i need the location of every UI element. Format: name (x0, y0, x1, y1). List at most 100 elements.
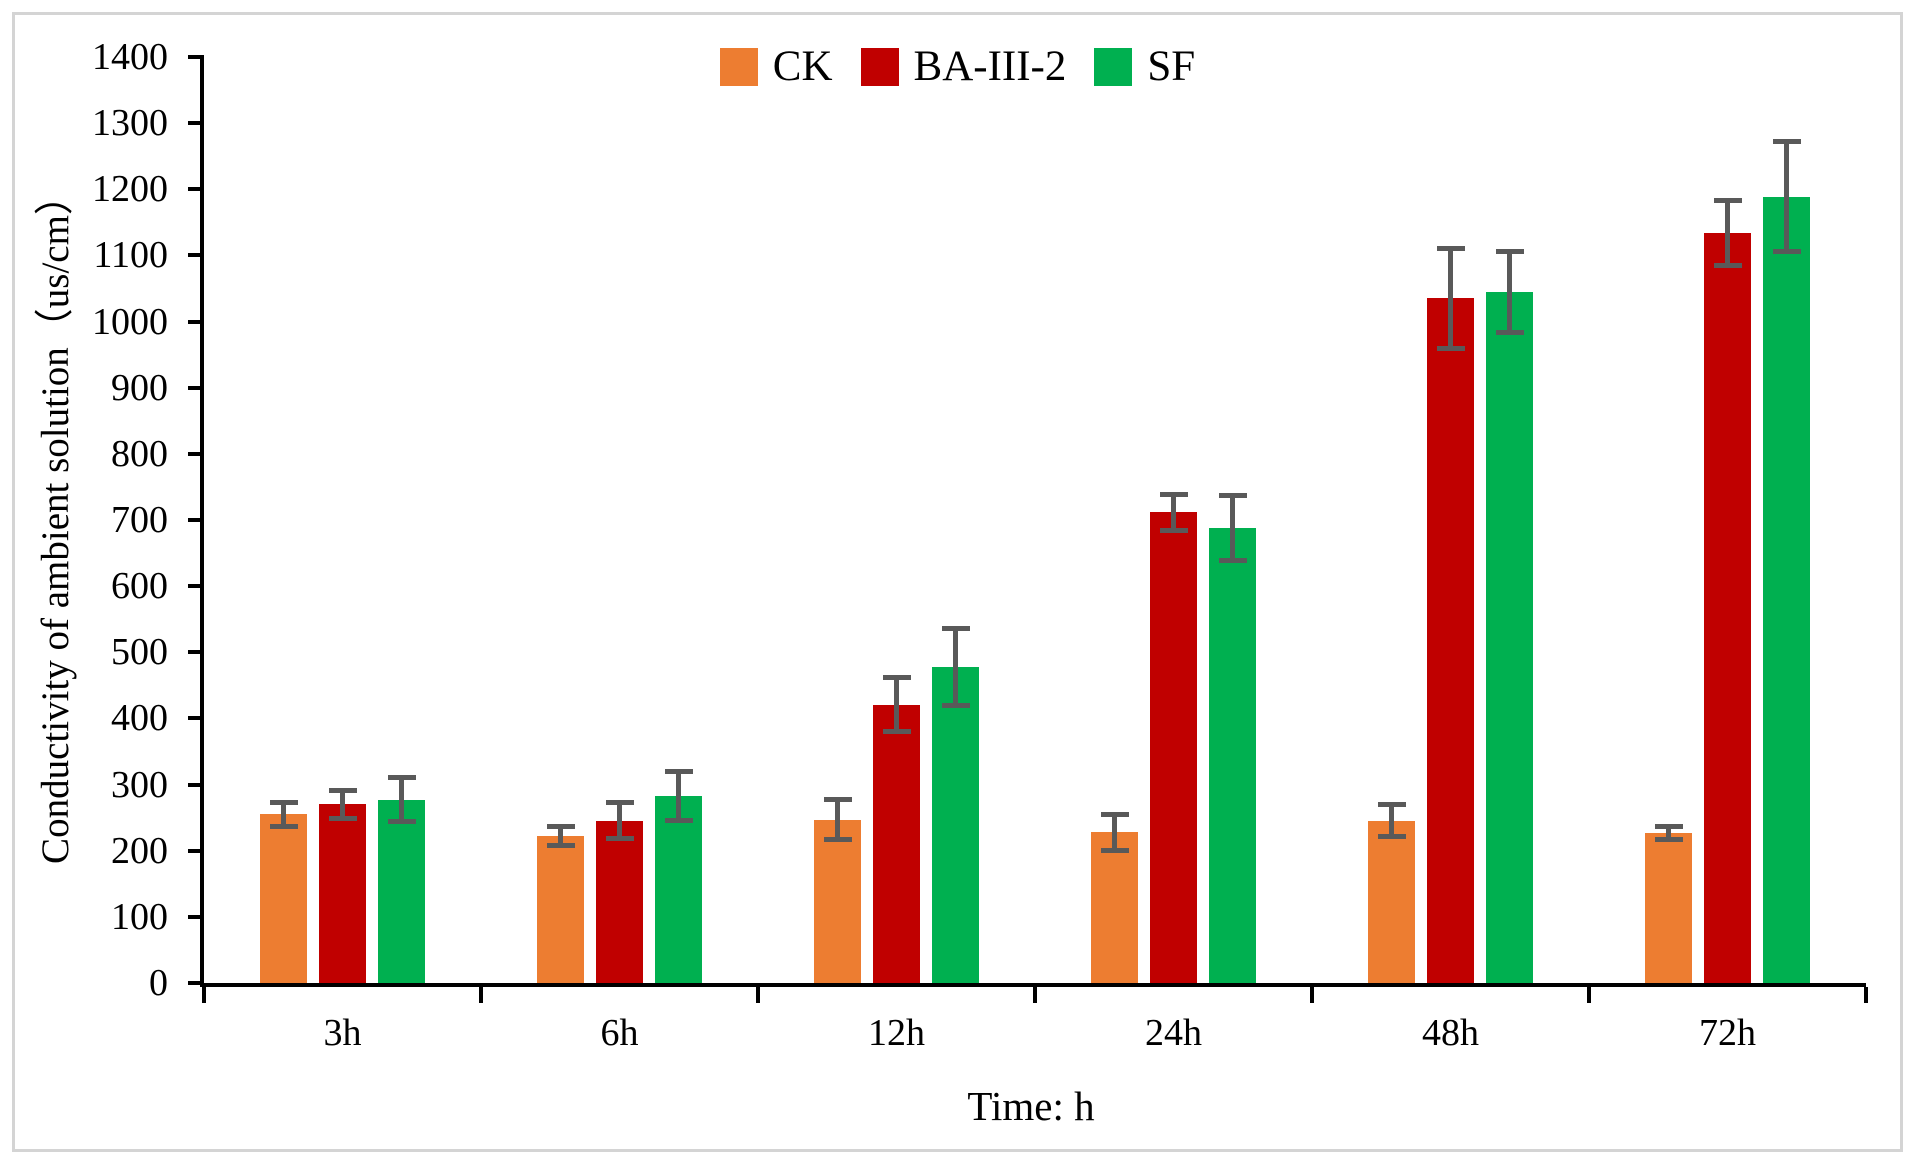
bar-sf-3h (378, 799, 425, 983)
error-bar-cap-top (1100, 811, 1129, 817)
bar-ck-3h (260, 814, 307, 983)
legend-swatch-ck (719, 48, 758, 86)
error-bar-cap-top (1218, 492, 1247, 498)
bar-sf-6h (655, 795, 702, 983)
error-bar-cap-top (1495, 249, 1524, 255)
error-bar-cap-bottom (546, 843, 575, 849)
error-bar-line (1230, 492, 1235, 563)
y-tick-label: 600 (111, 565, 168, 608)
bar-ck-6h (537, 836, 584, 983)
error-bar (387, 775, 416, 825)
error-bar-line (1784, 139, 1789, 255)
bar-ck-72h (1645, 832, 1692, 983)
x-tick-label: 24h (1145, 1012, 1202, 1054)
error-bar (1436, 246, 1465, 351)
error-bar-line (1389, 802, 1394, 840)
error-bar-cap-top (1436, 246, 1465, 252)
error-bar (1772, 139, 1801, 255)
y-tick (188, 121, 204, 126)
bar-ck-24h (1091, 832, 1138, 983)
y-tick (188, 55, 204, 59)
error-bar (1218, 492, 1247, 563)
error-bar (1100, 811, 1129, 853)
y-tick-label: 1000 (92, 300, 168, 343)
error-bar (605, 800, 634, 842)
bar-sf-72h (1763, 196, 1810, 983)
error-bar (1654, 823, 1683, 843)
y-tick-label: 1400 (92, 36, 168, 78)
y-tick-label: 400 (111, 697, 168, 740)
error-bar-cap-top (1713, 197, 1742, 203)
error-bar-line (1507, 249, 1512, 336)
error-bar-line (894, 674, 899, 735)
y-tick (188, 385, 204, 390)
legend-label: BA-III-2 (913, 43, 1067, 90)
x-tick (1310, 987, 1314, 1003)
y-tick-label: 900 (111, 366, 168, 409)
bar-ba-iii-2-72h (1704, 232, 1751, 983)
error-bar-cap-top (546, 824, 575, 830)
error-bar (1159, 491, 1188, 533)
y-tick (188, 848, 204, 853)
error-bar-cap-bottom (941, 702, 970, 708)
error-bar-cap-top (1654, 823, 1683, 829)
legend-item-ck: CK (719, 43, 833, 90)
error-bar-cap-top (387, 775, 416, 781)
error-bar-line (558, 824, 563, 849)
error-bar-cap-top (1159, 491, 1188, 497)
y-tick-label: 300 (111, 763, 168, 806)
error-bar-cap-top (269, 799, 298, 805)
y-tick (188, 981, 204, 985)
error-bar-cap-bottom (1713, 263, 1742, 268)
error-bar-line (340, 787, 345, 821)
bar-sf-48h (1486, 292, 1533, 983)
error-bar-cap-bottom (1654, 837, 1683, 843)
x-axis-title: Time: h (967, 1083, 1095, 1129)
error-bar-cap-top (882, 674, 911, 680)
legend-label: CK (772, 43, 833, 90)
legend-swatch-ba-iii-2 (860, 48, 899, 86)
error-bar-line (1112, 811, 1117, 853)
error-bar-cap-bottom (605, 836, 634, 842)
error-bar-cap-bottom (1495, 330, 1524, 336)
x-tick-label: 12h (868, 1012, 925, 1054)
y-tick-label: 800 (111, 432, 168, 475)
error-bar-cap-bottom (387, 819, 416, 825)
error-bar-cap-bottom (1377, 834, 1406, 840)
error-bar-cap-top (1772, 139, 1801, 145)
y-tick (188, 782, 204, 787)
y-tick (188, 253, 204, 258)
error-bar (269, 799, 298, 829)
y-tick-label: 500 (111, 631, 168, 674)
error-bar-cap-bottom (1100, 847, 1129, 853)
error-bar-cap-bottom (823, 837, 852, 843)
y-tick (188, 319, 204, 324)
x-tick-label: 3h (323, 1012, 362, 1054)
y-tick (188, 187, 204, 192)
x-tick-label: 6h (600, 1012, 639, 1054)
error-bar-line (1448, 246, 1453, 351)
error-bar-line (281, 799, 286, 829)
error-bar-cap-bottom (664, 817, 693, 823)
error-bar (823, 797, 852, 843)
error-bar-cap-bottom (1772, 249, 1801, 255)
bar-ba-iii-2-48h (1427, 298, 1474, 983)
bar-ba-iii-2-3h (319, 804, 366, 983)
bar-ck-48h (1368, 820, 1415, 983)
error-bar-cap-bottom (1218, 558, 1247, 563)
x-tick-label: 48h (1422, 1012, 1479, 1054)
bar-ba-iii-2-24h (1150, 512, 1197, 983)
error-bar (1377, 802, 1406, 840)
error-bar-cap-top (328, 787, 357, 793)
y-tick (188, 914, 204, 919)
error-bar-cap-bottom (269, 823, 298, 829)
error-bar-cap-top (823, 797, 852, 803)
error-bar (1495, 249, 1524, 336)
error-bar (1713, 197, 1742, 268)
y-tick-label: 100 (111, 895, 168, 938)
error-bar-line (399, 775, 404, 825)
legend-item-sf: SF (1094, 44, 1195, 90)
error-bar (664, 768, 693, 823)
error-bar (328, 787, 357, 821)
